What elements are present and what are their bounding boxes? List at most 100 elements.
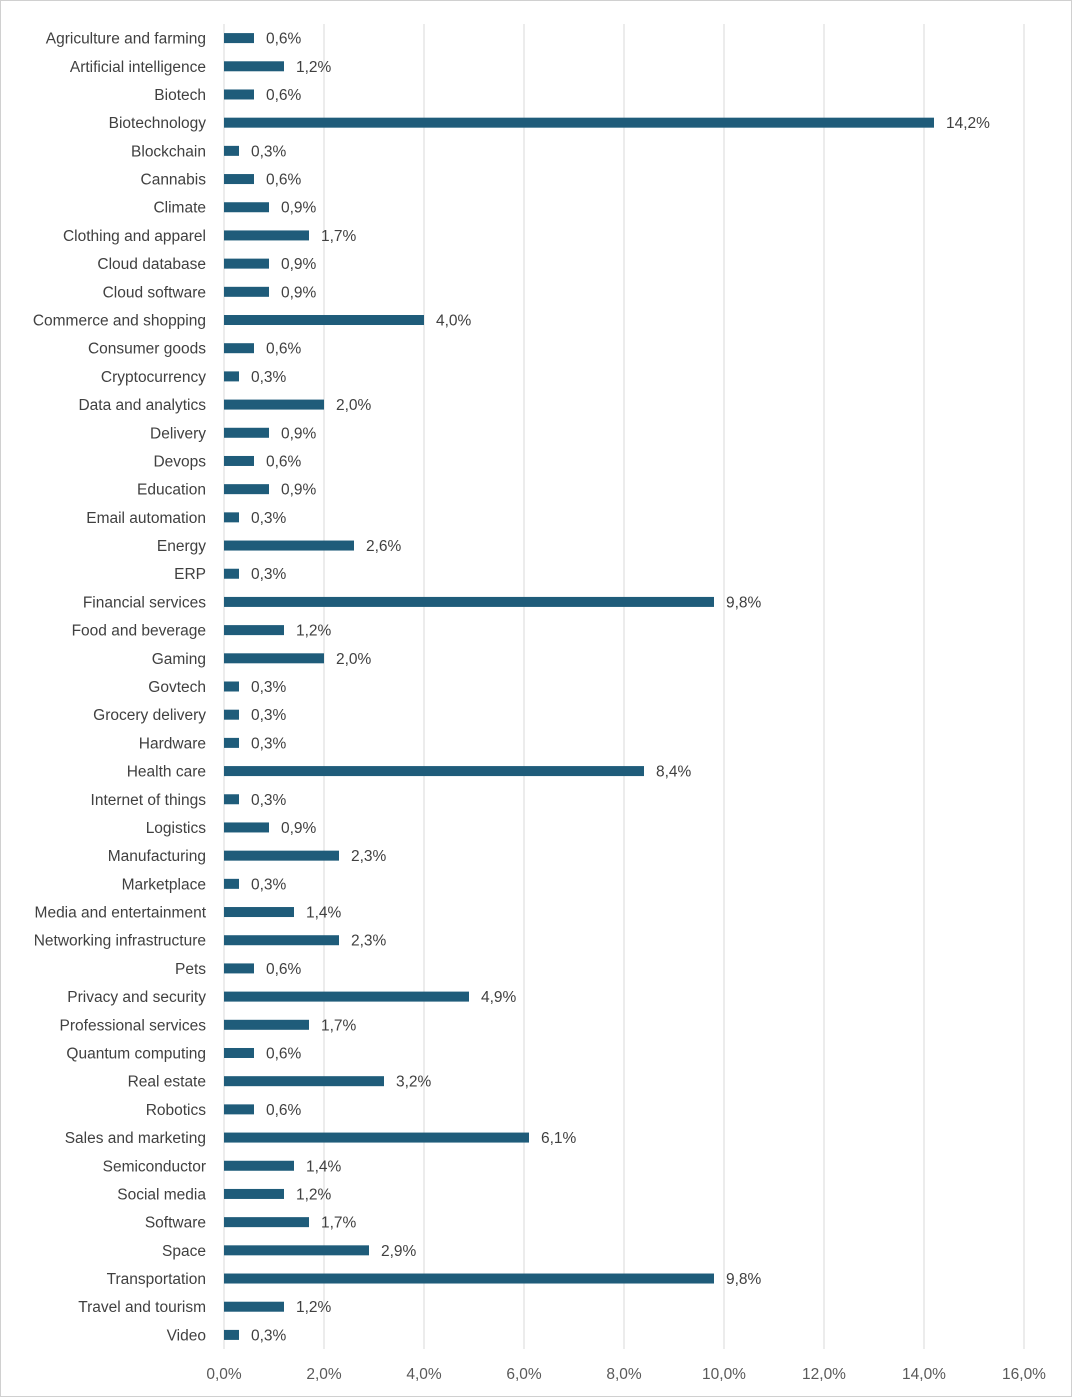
bar	[224, 850, 339, 861]
category-label: Travel and tourism	[78, 1299, 206, 1316]
value-label: 0,3%	[251, 679, 287, 696]
category-label: Grocery delivery	[93, 707, 206, 724]
category-label: Artificial intelligence	[70, 59, 206, 76]
category-label: Climate	[153, 200, 206, 217]
category-label: Cannabis	[141, 172, 207, 189]
bar	[224, 653, 324, 664]
bar	[224, 1329, 239, 1340]
value-label: 2,3%	[351, 848, 387, 865]
category-label: Clothing and apparel	[63, 228, 206, 245]
bar	[224, 1019, 309, 1030]
category-label: Education	[137, 482, 206, 499]
value-label: 0,6%	[266, 1045, 302, 1062]
x-tick-label: 6,0%	[506, 1366, 542, 1383]
bar	[224, 1047, 254, 1058]
bar	[224, 427, 269, 438]
value-label: 1,2%	[296, 1186, 332, 1203]
bar	[224, 315, 424, 326]
bar	[224, 1132, 529, 1143]
category-label: Health care	[127, 764, 206, 781]
category-label: Hardware	[139, 735, 206, 752]
bar	[224, 540, 354, 551]
bar	[224, 371, 239, 382]
value-label: 0,3%	[251, 143, 287, 160]
bars	[224, 33, 934, 1340]
value-label: 2,6%	[366, 538, 402, 555]
bar	[224, 117, 934, 128]
value-label: 0,9%	[281, 256, 317, 273]
value-label: 6,1%	[541, 1130, 577, 1147]
bar	[224, 343, 254, 354]
value-label: 0,6%	[266, 453, 302, 470]
category-label: Gaming	[152, 651, 206, 668]
category-label: Quantum computing	[66, 1045, 206, 1062]
value-label: 14,2%	[946, 115, 990, 132]
bar	[224, 794, 239, 805]
value-label: 1,7%	[321, 1017, 357, 1034]
bar	[224, 935, 339, 946]
bar	[224, 89, 254, 100]
category-label: Biotechnology	[109, 115, 207, 132]
bar	[224, 766, 644, 777]
value-label: 9,8%	[726, 594, 762, 611]
x-tick-label: 16,0%	[1002, 1366, 1046, 1383]
value-label: 0,6%	[266, 341, 302, 358]
value-label: 1,4%	[306, 905, 342, 922]
category-label: Manufacturing	[108, 848, 206, 865]
gridlines	[223, 24, 1025, 1349]
value-label: 2,0%	[336, 651, 372, 668]
category-label: Video	[167, 1327, 206, 1344]
value-label: 3,2%	[396, 1074, 432, 1091]
value-label: 0,3%	[251, 707, 287, 724]
value-label: 2,9%	[381, 1243, 417, 1260]
bar	[224, 230, 309, 241]
value-label: 0,9%	[281, 425, 317, 442]
bar	[224, 878, 239, 889]
bar	[224, 1188, 284, 1199]
category-label: Govtech	[148, 679, 206, 696]
category-label: Professional services	[60, 1017, 207, 1034]
bar	[224, 61, 284, 72]
category-label: Privacy and security	[67, 989, 206, 1006]
category-label: Cloud software	[103, 284, 206, 301]
value-label: 1,7%	[321, 1215, 357, 1232]
category-label: Energy	[157, 538, 206, 555]
category-label: Real estate	[128, 1074, 206, 1091]
category-label: Consumer goods	[88, 341, 206, 358]
category-label: Transportation	[107, 1271, 206, 1288]
value-label: 2,3%	[351, 933, 387, 950]
value-label: 1,7%	[321, 228, 357, 245]
bar	[224, 145, 239, 156]
category-label: Networking infrastructure	[34, 933, 206, 950]
value-label: 8,4%	[656, 764, 692, 781]
bar	[224, 568, 239, 579]
category-label: Commerce and shopping	[33, 313, 206, 330]
bar	[224, 907, 294, 918]
bar	[224, 1217, 309, 1228]
category-label: Space	[162, 1243, 206, 1260]
category-labels: Agriculture and farming Artificial intell…	[33, 31, 207, 1345]
value-label: 0,3%	[251, 510, 287, 527]
x-tick-label: 10,0%	[702, 1366, 746, 1383]
value-label: 0,6%	[266, 961, 302, 978]
value-label: 1,4%	[306, 1158, 342, 1175]
category-label: Agriculture and farming	[46, 31, 206, 48]
category-label: Social media	[117, 1186, 206, 1203]
category-label: Semiconductor	[103, 1158, 206, 1175]
bar	[224, 822, 269, 833]
value-label: 0,3%	[251, 369, 287, 386]
bar	[224, 202, 269, 213]
category-label: Blockchain	[131, 143, 206, 160]
category-label: Cloud database	[97, 256, 206, 273]
bar	[224, 286, 269, 297]
bar	[224, 709, 239, 720]
bar	[224, 681, 239, 692]
x-tick-label: 2,0%	[306, 1366, 342, 1383]
category-label: Marketplace	[122, 876, 206, 893]
bar	[224, 737, 239, 748]
bar	[224, 1273, 714, 1284]
bar	[224, 258, 269, 269]
category-label: Logistics	[146, 820, 207, 837]
value-label: 0,3%	[251, 1327, 287, 1344]
category-label: Pets	[175, 961, 206, 978]
